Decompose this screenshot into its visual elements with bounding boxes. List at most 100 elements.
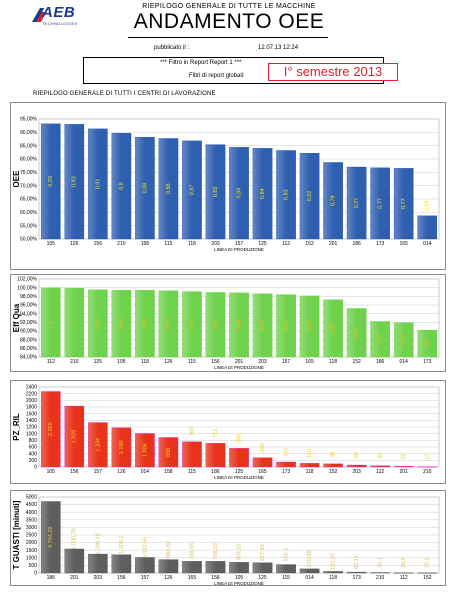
data-label: 0,99 (142, 318, 148, 329)
x-tick-label: 105 (235, 575, 244, 581)
x-tick-label: 158 (211, 575, 220, 581)
x-tick-label: 126 (164, 359, 173, 365)
bar (88, 128, 108, 240)
x-tick-label: 115 (282, 575, 290, 581)
x-tick-label: 115 (188, 469, 196, 475)
x-tick-label: 105 (47, 241, 56, 247)
bar (64, 124, 85, 240)
bar (276, 564, 296, 574)
x-tick-label: 125 (235, 469, 244, 475)
bar (252, 148, 273, 240)
data-label: 280 (260, 443, 266, 452)
data-label: 0,92 (401, 335, 407, 346)
y-tick-label: 94,00% (20, 311, 38, 317)
bar (346, 166, 367, 240)
data-label: 102,07 (331, 553, 337, 570)
oee-chart-frame: 50,00% 55,00% 60,00% 65,00% 70,00% 75,00% 80,0… (10, 102, 446, 270)
bar (393, 466, 414, 468)
data-label: 30,1 (378, 557, 384, 568)
x-tick-label: 157 (141, 575, 150, 581)
data-label: 0,77 (401, 198, 407, 209)
y-tick-label: 2000 (26, 398, 37, 404)
data-label: 0,77 (354, 198, 360, 209)
x-tick-label: 201 (329, 241, 338, 247)
data-label: 0,88 (166, 183, 172, 194)
y-tick-label: 1400 (26, 418, 37, 424)
x-tick-label: 014 (141, 469, 150, 475)
data-label: 560 (236, 434, 242, 443)
bar (111, 427, 132, 468)
x-tick-label: 112 (282, 241, 290, 247)
data-label: 768,55 (189, 543, 195, 560)
y-tick-label: 3500 (26, 517, 37, 523)
data-label: 0,92 (378, 334, 384, 345)
bar (182, 291, 202, 358)
x-tick-label: 165 (305, 359, 314, 365)
data-label: 556,1 (284, 548, 290, 562)
bar (393, 572, 414, 574)
bar (252, 457, 273, 468)
bar (64, 405, 85, 468)
data-label: 1.246,18 (95, 533, 101, 554)
x-tick-label: 115 (164, 241, 172, 247)
semester-badge: I° semestre 2013 (268, 63, 398, 81)
data-label: 18,9 (401, 557, 407, 568)
data-label: 0,91 (95, 179, 101, 190)
x-tick-label: 118 (329, 575, 337, 581)
y-tick-label: 90,00% (20, 130, 38, 136)
y-tick-label: 102,00% (17, 277, 37, 283)
data-label: 0,88 (142, 183, 148, 194)
y-tick-label: 98,00% (20, 294, 38, 300)
data-label: 110 (307, 449, 313, 458)
x-tick-label: 125 (94, 359, 103, 365)
title-underline (128, 37, 328, 38)
x-tick-label: 203 (352, 469, 361, 475)
data-label: 768,55 (213, 543, 219, 560)
bar (205, 443, 226, 468)
x-axis-label: LINEA DI PRODUZIONE (214, 475, 264, 480)
x-tick-label: 152 (329, 469, 338, 475)
filter-global-text: Filtri di report globali: (189, 73, 245, 79)
x-tick-label: 118 (329, 359, 337, 365)
x-tick-label: 201 (400, 469, 409, 475)
data-label: 0,93 (48, 176, 54, 187)
y-tick-label: 90,00% (20, 329, 38, 335)
data-label: 0,84 (260, 188, 266, 199)
y-tick-label: 800 (29, 438, 38, 444)
data-label: 1.580,78 (72, 528, 78, 549)
data-label: 0,98 (284, 320, 290, 331)
data-label: 1.180 (119, 440, 125, 454)
x-tick-label: 186 (352, 241, 361, 247)
bar (252, 293, 273, 358)
logo-subtext: TECHNOLOGIES (42, 21, 78, 26)
data-label: 700,15 (236, 544, 242, 561)
x-tick-label: 118 (306, 469, 314, 475)
x-tick-label: 125 (258, 241, 267, 247)
logo-text: AEB (42, 4, 76, 21)
bar (40, 123, 61, 240)
x-tick-label: 173 (282, 469, 291, 475)
bar (111, 290, 132, 358)
eff-qua-chart: 84,00% 86,00% 88,00% 90,00% 92,00% 94,00% 96,0… (12, 277, 440, 370)
data-label: 0,99 (95, 318, 101, 329)
x-tick-label: 105 (47, 469, 56, 475)
bar (64, 287, 85, 358)
y-tick-label: 500 (29, 563, 38, 569)
bar (393, 168, 414, 240)
t-guasti-chart-frame: 0 500 1000 1500 2000 2500 3000 3500 4000 4500 5000… (10, 490, 446, 586)
y-tick-label: 0 (34, 465, 37, 471)
bar (135, 557, 155, 574)
x-tick-label: 118 (141, 359, 149, 365)
bar (158, 437, 179, 468)
published-value: 12.07.13 12:24 (258, 45, 299, 51)
y-tick-label: 3000 (26, 525, 37, 531)
x-tick-label: 210 (376, 575, 385, 581)
bar (205, 292, 226, 358)
x-tick-label: 014 (305, 575, 314, 581)
x-tick-label: 173 (423, 359, 432, 365)
bar (182, 140, 202, 240)
x-tick-label: 165 (188, 575, 197, 581)
data-label: 0,98 (307, 321, 313, 332)
bar (182, 561, 202, 574)
